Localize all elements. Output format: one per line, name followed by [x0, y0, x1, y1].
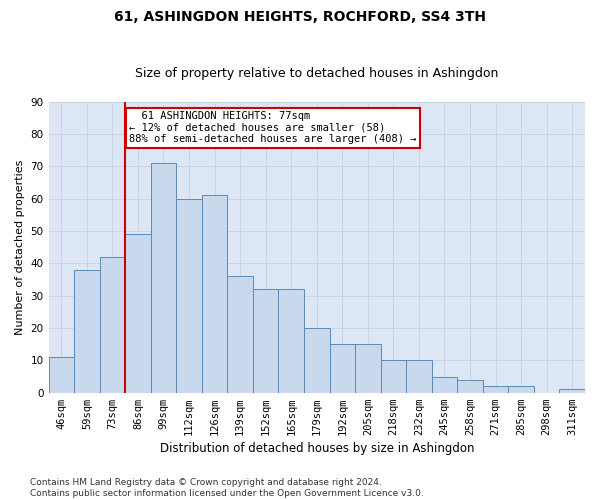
Bar [227, 276, 253, 392]
Bar [74, 270, 100, 392]
Bar [380, 360, 406, 392]
Bar [559, 390, 585, 392]
Bar [329, 344, 355, 393]
Bar [151, 163, 176, 392]
X-axis label: Distribution of detached houses by size in Ashingdon: Distribution of detached houses by size … [160, 442, 474, 455]
Bar [176, 198, 202, 392]
Bar [304, 328, 329, 392]
Bar [355, 344, 380, 393]
Title: Size of property relative to detached houses in Ashingdon: Size of property relative to detached ho… [135, 66, 499, 80]
Bar [432, 376, 457, 392]
Bar [49, 357, 74, 392]
Bar [125, 234, 151, 392]
Bar [253, 289, 278, 393]
Bar [508, 386, 534, 392]
Bar [457, 380, 483, 392]
Text: Contains HM Land Registry data © Crown copyright and database right 2024.
Contai: Contains HM Land Registry data © Crown c… [30, 478, 424, 498]
Bar [278, 289, 304, 393]
Bar [406, 360, 432, 392]
Bar [483, 386, 508, 392]
Text: 61, ASHINGDON HEIGHTS, ROCHFORD, SS4 3TH: 61, ASHINGDON HEIGHTS, ROCHFORD, SS4 3TH [114, 10, 486, 24]
Y-axis label: Number of detached properties: Number of detached properties [15, 160, 25, 335]
Bar [202, 196, 227, 392]
Text: 61 ASHINGDON HEIGHTS: 77sqm
← 12% of detached houses are smaller (58)
88% of sem: 61 ASHINGDON HEIGHTS: 77sqm ← 12% of det… [129, 111, 416, 144]
Bar [100, 257, 125, 392]
